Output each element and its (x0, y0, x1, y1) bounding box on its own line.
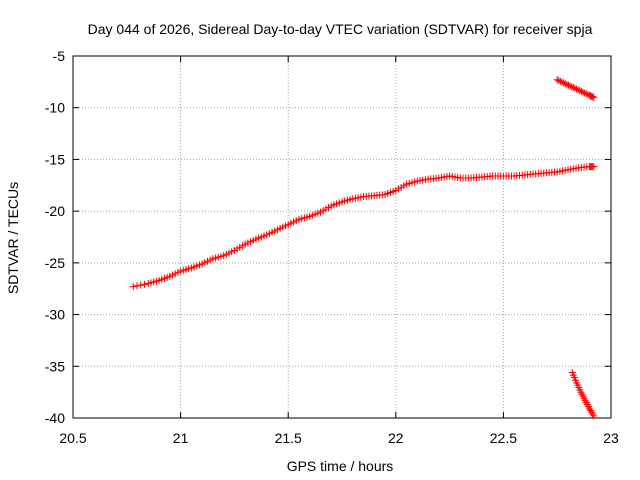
y-tick-label: -30 (45, 307, 65, 323)
data-point (561, 80, 569, 88)
data-point (564, 81, 572, 89)
data-point (569, 84, 577, 92)
data-point (576, 87, 584, 95)
data-point (590, 412, 598, 420)
chart-title: Day 044 of 2026, Sidereal Day-to-day VTE… (88, 21, 593, 37)
x-axis-label: GPS time / hours (287, 458, 394, 474)
data-point (563, 80, 571, 88)
plot-frame (72, 55, 612, 419)
data-point (556, 77, 564, 85)
grid-lines (73, 56, 611, 418)
data-point (560, 79, 568, 87)
data-point (585, 405, 593, 413)
x-tick-label: 23 (603, 430, 619, 446)
y-tick-label: -40 (45, 410, 65, 426)
data-point (590, 93, 598, 101)
y-tick-label: -25 (45, 255, 65, 271)
y-tick-label: -20 (45, 203, 65, 219)
data-points (129, 76, 598, 420)
data-point (573, 85, 581, 93)
data-point (579, 88, 587, 96)
data-point (589, 410, 597, 418)
data-point (581, 89, 589, 97)
x-tick-label: 22.5 (490, 430, 517, 446)
data-point (589, 93, 597, 101)
y-tick-label: -5 (53, 48, 66, 64)
data-point (582, 90, 590, 98)
data-point (590, 163, 598, 171)
data-point (129, 283, 137, 291)
y-axis-label: SDTVAR / TECUs (5, 182, 21, 294)
data-point (571, 84, 579, 92)
x-tick-label: 21 (173, 430, 189, 446)
data-point (141, 280, 149, 288)
data-point (568, 83, 576, 91)
data-point (133, 282, 141, 290)
x-tick-label: 21.5 (275, 430, 302, 446)
data-point (574, 86, 582, 94)
data-point (566, 82, 574, 90)
data-point (558, 78, 566, 86)
y-tick-label: -15 (45, 151, 65, 167)
y-tick-label: -10 (45, 100, 65, 116)
x-tick-label: 22 (388, 430, 404, 446)
x-tick-label: 20.5 (59, 430, 86, 446)
data-point (137, 281, 145, 289)
axis-ticks: 20.5 21 21.5 22 22.5 23 -5 -10 -15 -20 -25 -30 -35 -4… (45, 48, 619, 446)
y-tick-label: -35 (45, 358, 65, 374)
data-point (587, 407, 595, 415)
data-point (588, 408, 596, 416)
data-point (553, 76, 561, 84)
data-point (555, 77, 563, 85)
data-point (577, 87, 585, 95)
